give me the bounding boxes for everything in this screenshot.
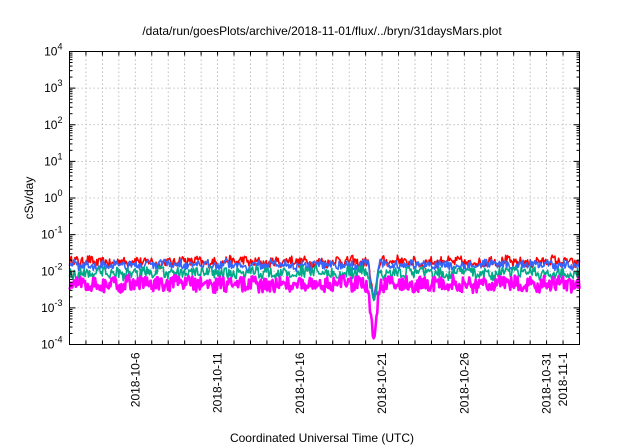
x-tick-label: 2018-11-1 bbox=[556, 352, 570, 406]
y-tick-label-base: 10 bbox=[44, 118, 58, 132]
y-tick-label: 10-3 bbox=[41, 298, 62, 315]
axis-ticks bbox=[69, 51, 580, 345]
x-tick-label: 2018-10-26 bbox=[457, 352, 471, 414]
y-tick-label-exponent: -3 bbox=[54, 298, 62, 308]
x-tick-label: 2018-10-21 bbox=[375, 352, 389, 414]
x-tick-label: 2018-10-6 bbox=[128, 352, 142, 407]
y-tick-label-base: 10 bbox=[44, 191, 58, 205]
y-tick-label-exponent: -4 bbox=[54, 335, 62, 345]
y-tick-label-base: 10 bbox=[41, 228, 55, 242]
y-tick-label-exponent: 4 bbox=[57, 42, 62, 52]
y-tick-label: 103 bbox=[44, 78, 62, 95]
x-axis-label: Coordinated Universal Time (UTC) bbox=[230, 431, 414, 445]
x-tick-label: 2018-10-31 bbox=[540, 352, 554, 414]
y-axis-label: cSv/day bbox=[22, 177, 36, 220]
y-tick-label-base: 10 bbox=[41, 264, 55, 278]
y-tick-label: 10-2 bbox=[41, 261, 62, 278]
y-tick-label-base: 10 bbox=[41, 338, 55, 352]
y-tick-label-exponent: 1 bbox=[57, 151, 62, 161]
series-group bbox=[68, 254, 581, 340]
y-tick-label: 100 bbox=[44, 188, 62, 205]
x-tick-labels: 2018-10-6 2018-10-11 2018-10-16 2018-10-21 2… bbox=[128, 352, 570, 414]
y-tick-label-base: 10 bbox=[44, 45, 58, 59]
x-tick-label: 2018-10-11 bbox=[211, 352, 225, 413]
x-tick-label: 2018-10-16 bbox=[293, 352, 307, 414]
y-tick-label-exponent: -1 bbox=[54, 225, 62, 235]
y-tick-label-base: 10 bbox=[44, 81, 58, 95]
series-line bbox=[68, 257, 581, 299]
y-tick-label-base: 10 bbox=[41, 301, 55, 315]
y-tick-label: 104 bbox=[44, 42, 62, 59]
y-tick-label: 102 bbox=[44, 115, 62, 132]
y-tick-label: 10-1 bbox=[41, 225, 62, 242]
chart-title: /data/run/goesPlots/archive/2018-11-01/f… bbox=[142, 24, 502, 38]
series-line bbox=[68, 273, 581, 340]
y-tick-label: 10-4 bbox=[41, 335, 62, 352]
y-tick-label: 101 bbox=[44, 151, 62, 168]
y-tick-label-base: 10 bbox=[44, 154, 58, 168]
grid bbox=[69, 51, 580, 345]
y-tick-label-exponent: 2 bbox=[57, 115, 62, 125]
y-tick-label-exponent: 3 bbox=[57, 78, 62, 88]
y-tick-label-exponent: -2 bbox=[54, 261, 62, 271]
y-tick-label-exponent: 0 bbox=[57, 188, 62, 198]
